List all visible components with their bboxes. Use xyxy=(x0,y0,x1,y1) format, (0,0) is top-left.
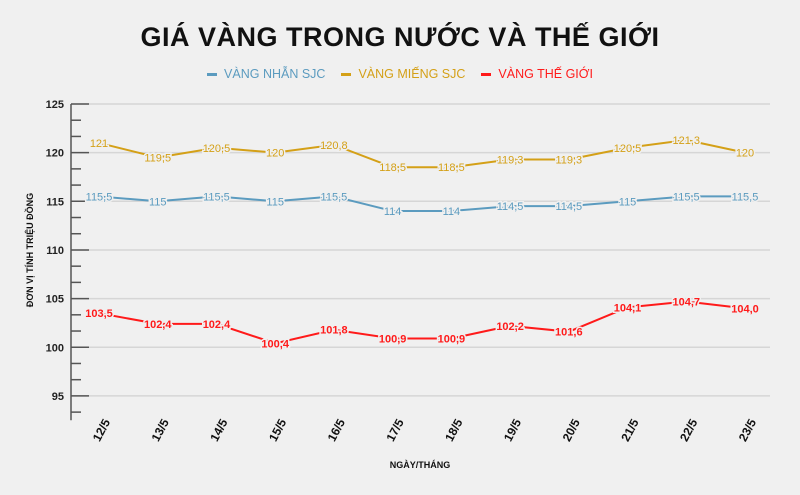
data-label: 114 xyxy=(443,206,461,218)
data-label: 115,5 xyxy=(203,191,230,203)
data-label: 115,5 xyxy=(732,191,759,203)
x-tick-label: 16/5 xyxy=(325,416,348,443)
y-tick-label: 105 xyxy=(46,294,64,306)
data-label: 115 xyxy=(266,196,284,208)
data-label: 100,9 xyxy=(438,333,466,345)
y-tick-label: 100 xyxy=(46,342,64,354)
data-label: 115,5 xyxy=(673,191,700,203)
series-line xyxy=(98,138,746,169)
data-label: 115,5 xyxy=(321,191,348,203)
data-label: 115 xyxy=(149,196,167,208)
legend-item-vang-nhan: VÀNG NHẪN SJC xyxy=(207,67,325,81)
data-label: 101,6 xyxy=(555,327,583,339)
data-label: 120,8 xyxy=(320,140,348,152)
data-label: 120,5 xyxy=(614,143,642,155)
legend-swatch xyxy=(341,72,352,76)
legend-item-vang-the-gioi: VÀNG THẾ GIỚI xyxy=(481,67,593,81)
x-tick-label: 14/5 xyxy=(207,416,230,443)
data-label: 102,4 xyxy=(203,319,231,331)
y-tick-label: 115 xyxy=(46,196,64,208)
legend: VÀNG NHẪN SJC VÀNG MIẾNG SJC VÀNG THẾ GI… xyxy=(0,67,800,81)
data-label: 103,5 xyxy=(85,308,113,320)
series-line xyxy=(98,195,745,213)
y-tick-label: 125 xyxy=(46,99,64,111)
data-label: 115 xyxy=(619,196,637,208)
legend-swatch xyxy=(481,72,492,76)
x-tick-label: 19/5 xyxy=(501,416,524,443)
data-label: 119,3 xyxy=(497,154,524,166)
data-label: 114 xyxy=(384,206,402,218)
data-label: 102,2 xyxy=(496,321,524,333)
data-label: 114,5 xyxy=(497,201,524,213)
legend-item-vang-mieng: VÀNG MIẾNG SJC xyxy=(341,67,465,81)
legend-swatch xyxy=(207,72,218,76)
series-line xyxy=(98,300,746,345)
data-label: 120 xyxy=(266,148,284,160)
data-label: 104,7 xyxy=(673,297,701,309)
data-label: 101,8 xyxy=(320,325,348,337)
data-label: 114,5 xyxy=(555,201,582,213)
data-label: 120,5 xyxy=(203,143,231,155)
chart-title: GIÁ VÀNG TRONG NƯỚC VÀ THẾ GIỚI xyxy=(140,22,660,52)
x-tick-label: 18/5 xyxy=(442,416,465,443)
y-axis-title: ĐƠN VỊ TÍNH TRIỆU ĐỒNG xyxy=(24,193,35,307)
x-tick-label: 21/5 xyxy=(618,416,641,443)
x-axis-title: NGÀY/THÁNG xyxy=(390,460,451,470)
x-tick-label: 13/5 xyxy=(149,416,172,443)
data-label: 121 xyxy=(90,138,108,150)
data-label: 120 xyxy=(736,148,754,160)
data-label: 104,1 xyxy=(614,302,642,314)
x-tick-label: 17/5 xyxy=(383,416,406,443)
legend-label: VÀNG MIẾNG SJC xyxy=(358,67,466,81)
data-label: 118,5 xyxy=(438,162,465,174)
legend-label: VÀNG NHẪN SJC xyxy=(224,67,326,81)
y-tick-label: 95 xyxy=(52,391,64,403)
data-label: 100,9 xyxy=(379,333,407,345)
y-tick-label: 120 xyxy=(46,148,64,160)
y-tick-label: 110 xyxy=(46,245,64,257)
data-label: 115,5 xyxy=(86,191,113,203)
x-tick-label: 12/5 xyxy=(90,416,113,443)
x-tick-label: 22/5 xyxy=(677,416,700,443)
x-tick-label: 15/5 xyxy=(266,416,289,443)
x-tick-label: 23/5 xyxy=(736,416,759,443)
data-label: 100,4 xyxy=(261,338,289,350)
data-label: 104,0 xyxy=(731,303,759,315)
data-label: 119,3 xyxy=(555,154,582,166)
data-label: 102,4 xyxy=(144,319,172,331)
data-label: 118,5 xyxy=(379,162,406,174)
data-label: 119,5 xyxy=(144,153,171,165)
x-tick-label: 20/5 xyxy=(560,416,583,443)
legend-label: VÀNG THẾ GIỚI xyxy=(498,67,593,81)
data-label: 121,3 xyxy=(673,135,701,147)
